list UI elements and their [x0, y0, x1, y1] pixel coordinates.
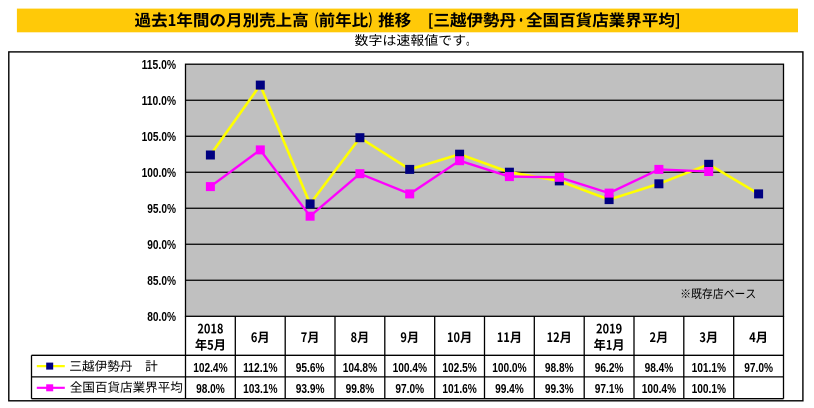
svg-text:112.1%: 112.1% — [243, 360, 278, 375]
svg-text:100.4%: 100.4% — [642, 381, 677, 396]
svg-text:96.2%: 96.2% — [595, 360, 624, 375]
svg-text:90.0%: 90.0% — [147, 237, 176, 252]
svg-text:105.0%: 105.0% — [142, 129, 177, 144]
svg-text:98.0%: 98.0% — [196, 381, 225, 396]
svg-text:99.4%: 99.4% — [495, 381, 524, 396]
svg-text:102.4%: 102.4% — [193, 360, 228, 375]
svg-text:93.9%: 93.9% — [296, 381, 325, 396]
svg-text:85.0%: 85.0% — [147, 273, 176, 288]
svg-text:110.0%: 110.0% — [142, 93, 177, 108]
svg-text:97.0%: 97.0% — [395, 381, 424, 396]
svg-text:99.3%: 99.3% — [545, 381, 574, 396]
svg-text:101.1%: 101.1% — [692, 360, 727, 375]
svg-text:98.8%: 98.8% — [545, 360, 574, 375]
svg-text:104.8%: 104.8% — [343, 360, 378, 375]
svg-text:103.1%: 103.1% — [243, 381, 278, 396]
svg-text:95.6%: 95.6% — [296, 360, 325, 375]
svg-text:115.0%: 115.0% — [142, 57, 177, 72]
svg-text:99.8%: 99.8% — [346, 381, 375, 396]
svg-text:95.0%: 95.0% — [147, 201, 176, 216]
svg-text:100.4%: 100.4% — [393, 360, 428, 375]
svg-text:80.0%: 80.0% — [147, 309, 176, 324]
svg-text:100.1%: 100.1% — [692, 381, 727, 396]
svg-text:97.1%: 97.1% — [595, 381, 624, 396]
svg-text:102.5%: 102.5% — [442, 360, 477, 375]
svg-text:101.6%: 101.6% — [442, 381, 477, 396]
svg-text:100.0%: 100.0% — [142, 165, 177, 180]
svg-text:100.0%: 100.0% — [492, 360, 527, 375]
svg-text:97.0%: 97.0% — [744, 360, 773, 375]
svg-text:98.4%: 98.4% — [645, 360, 674, 375]
